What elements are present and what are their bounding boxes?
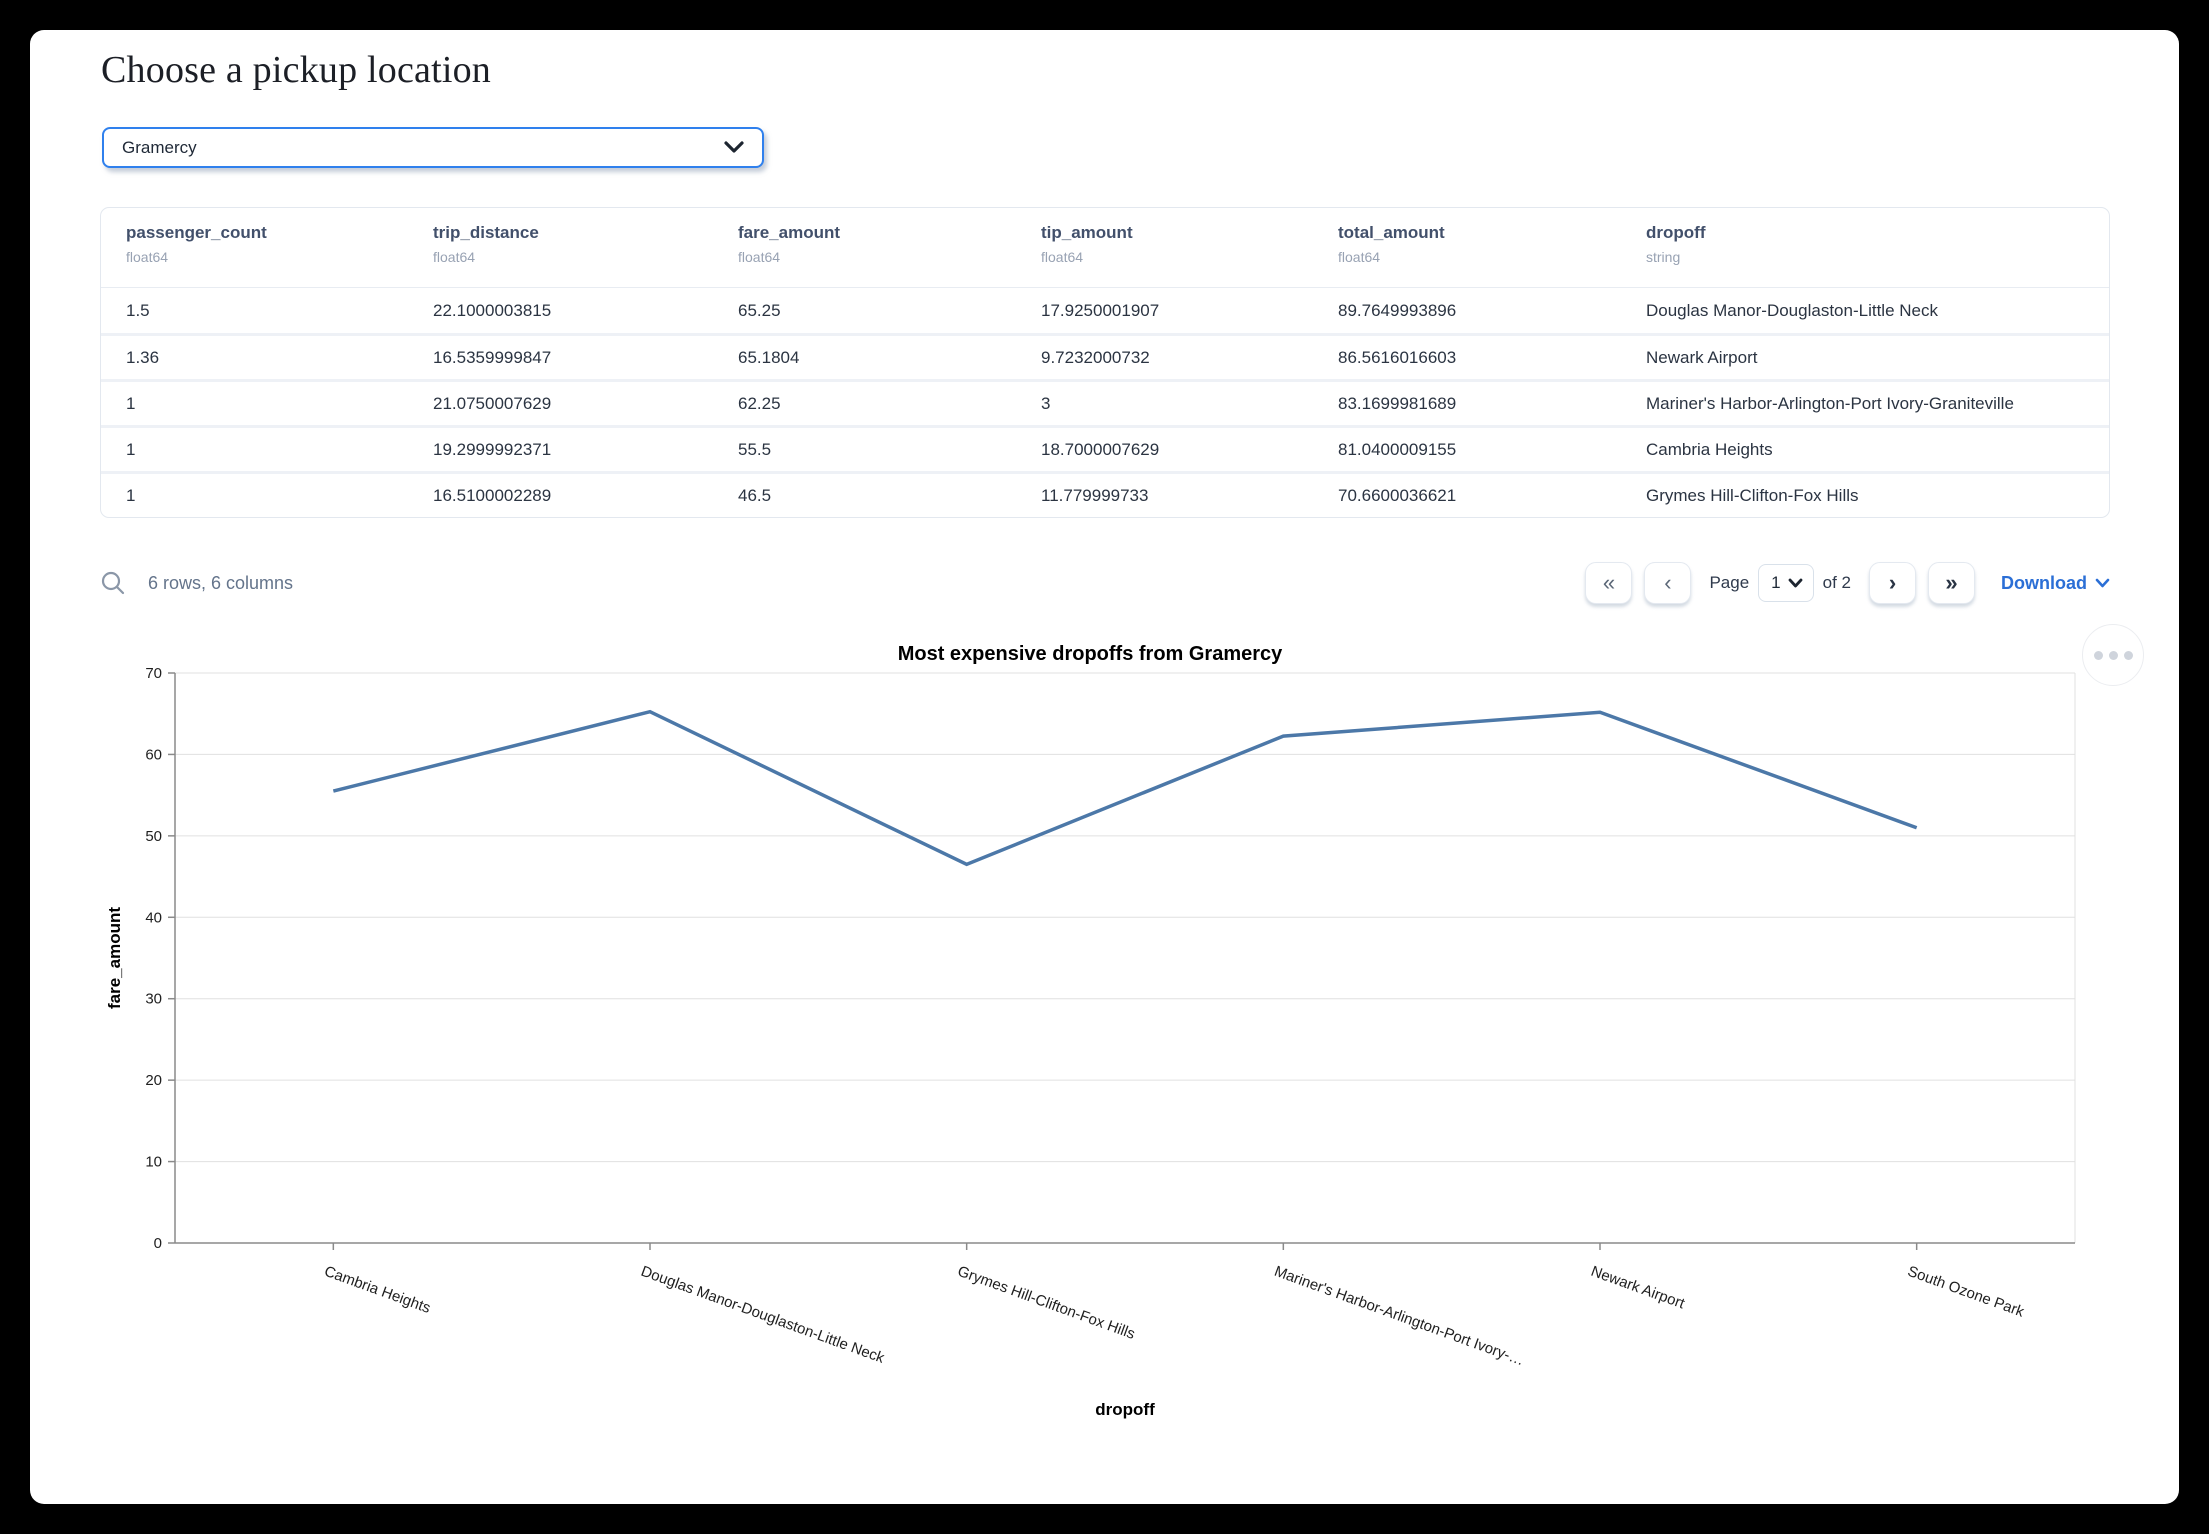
table-cell: 11.779999733 (1041, 485, 1149, 505)
table-row: 1.5 22.1000003815 65.25 17.9250001907 89.764… (101, 287, 2109, 333)
chart-menu-button[interactable] (2082, 624, 2144, 686)
table-cell: 55.5 (738, 439, 772, 459)
table-cell: 1 (126, 485, 136, 505)
table-cell: 46.5 (738, 485, 772, 505)
dot-icon (2108, 650, 2118, 660)
table-cell: Newark Airport (1646, 347, 1758, 367)
x-tick-label: Grymes Hill-Clifton-Fox Hills (955, 1263, 1137, 1343)
column-type: string (1646, 249, 1681, 265)
download-label: Download (2001, 572, 2087, 593)
dot-icon (2123, 650, 2133, 660)
chevron-down-icon (724, 141, 744, 153)
table-cell: 86.5616016603 (1338, 347, 1457, 367)
table-cell: 17.9250001907 (1041, 300, 1160, 320)
table-cell: 81.0400009155 (1338, 439, 1457, 459)
table-cell: 22.1000003815 (433, 300, 552, 320)
table-header-cell-dropoff: dropoff string (1646, 223, 2109, 265)
fare-amount-line-chart: 0 10 20 30 40 50 60 70 Cambria Heights Douglas Ma… (105, 643, 2076, 1419)
table-cell: 1 (126, 439, 136, 459)
table-cell: 19.2999992371 (433, 439, 552, 459)
page-count-label: of 2 (1822, 573, 1851, 592)
table-cell: 1.36 (126, 347, 160, 367)
pickup-location-value: Gramercy (122, 137, 197, 157)
table-header-cell-fare_amount: fare_amount float64 (738, 223, 1041, 265)
y-tick-label: 70 (145, 665, 162, 682)
table-row: 1.36 16.5359999847 65.1804 9.7232000732 86.5… (101, 333, 2109, 379)
page-select-value: 1 (1771, 573, 1781, 592)
table-cell: 1.5 (126, 300, 150, 320)
chevron-down-icon (1788, 578, 1803, 588)
column-header[interactable]: fare_amount (738, 223, 841, 242)
row-column-summary: 6 rows, 6 columns (148, 572, 294, 593)
search-icon[interactable] (100, 570, 126, 596)
column-type: float64 (433, 249, 476, 265)
column-type: float64 (126, 249, 169, 265)
page-select[interactable]: 1 (1758, 564, 1814, 602)
chart-title: Most expensive dropoffs from Gramercy (898, 643, 1283, 665)
table-cell: 16.5100002289 (433, 485, 552, 505)
table-cell: 3 (1041, 393, 1051, 413)
column-header[interactable]: tip_amount (1041, 223, 1133, 242)
x-tick-label: Mariner's Harbor-Arlington-Port Ivory-… (1272, 1263, 1526, 1369)
table-cell: 83.1699981689 (1338, 393, 1457, 413)
table-cell: Cambria Heights (1646, 439, 1773, 459)
table-row: 1 21.0750007629 62.25 3 83.1699981689 Mariner… (101, 379, 2109, 425)
column-header[interactable]: trip_distance (433, 223, 539, 242)
table-cell: 9.7232000732 (1041, 347, 1150, 367)
y-tick-label: 20 (145, 1072, 162, 1089)
page-label: Page (1709, 573, 1750, 592)
pickup-location-select[interactable]: Gramercy (102, 127, 764, 168)
x-tick-label: Douglas Manor-Douglaston-Little Neck (639, 1263, 887, 1367)
table-cell: Mariner's Harbor-Arlington-Port Ivory-Gr… (1646, 393, 2014, 413)
table-cell: 21.0750007629 (433, 393, 552, 413)
y-tick-label: 40 (145, 909, 162, 926)
x-tick-label: South Ozone Park (1905, 1263, 2026, 1321)
table-cell: 18.7000007629 (1041, 439, 1160, 459)
y-tick-label: 50 (145, 828, 162, 845)
column-header[interactable]: total_amount (1338, 223, 1445, 242)
table-header-cell-trip_distance: trip_distance float64 (433, 223, 738, 265)
y-tick-label: 0 (154, 1235, 162, 1252)
table-footer: 6 rows, 6 columns « ‹ Page 1 of 2 › » Do… (100, 557, 2110, 609)
y-tick-label: 30 (145, 991, 162, 1008)
table-cell: 65.25 (738, 300, 781, 320)
first-page-button[interactable]: « (1585, 562, 1633, 604)
download-button[interactable]: Download (2001, 573, 2110, 594)
table-header-cell-tip_amount: tip_amount float64 (1041, 223, 1338, 265)
table-cell: 65.1804 (738, 347, 800, 367)
table-row: 1 19.2999992371 55.5 18.7000007629 81.040000… (101, 425, 2109, 471)
table-header-cell-passenger_count: passenger_count float64 (126, 223, 433, 265)
y-tick-label: 10 (145, 1154, 162, 1171)
table-cell: 62.25 (738, 393, 781, 413)
column-type: float64 (1041, 249, 1084, 265)
next-page-button[interactable]: › (1869, 562, 1916, 604)
y-tick-label: 60 (145, 746, 162, 763)
fare-line-series (332, 709, 1918, 867)
y-axis-title: fare_amount (105, 907, 124, 1009)
column-type: float64 (1338, 249, 1381, 265)
app-card: Choose a pickup location Gramercy passen… (30, 30, 2179, 1504)
table-cell: 89.7649993896 (1338, 300, 1457, 320)
x-tick-label: Newark Airport (1589, 1263, 1688, 1313)
table-cell: Douglas Manor-Douglaston-Little Neck (1646, 300, 1938, 320)
table-body: 1.5 22.1000003815 65.25 17.9250001907 89.764… (101, 287, 2109, 517)
table-row: 1 16.5100002289 46.5 11.779999733 70.6600036… (101, 471, 2109, 517)
x-tick-label: Cambria Heights (322, 1263, 433, 1317)
prev-page-button[interactable]: ‹ (1644, 562, 1692, 604)
page-title: Choose a pickup location (101, 49, 491, 91)
column-type: float64 (738, 249, 781, 265)
column-header[interactable]: dropoff (1646, 223, 1706, 242)
table-cell: 16.5359999847 (433, 347, 552, 367)
table-cell: Grymes Hill-Clifton-Fox Hills (1646, 485, 1859, 505)
dot-icon (2093, 650, 2103, 660)
chevron-down-icon (2095, 578, 2110, 588)
table-header-cell-total_amount: total_amount float64 (1338, 223, 1646, 265)
column-header[interactable]: passenger_count (126, 223, 267, 242)
table-cell: 70.6600036621 (1338, 485, 1457, 505)
x-axis-title: dropoff (1095, 1400, 1155, 1419)
table-cell: 1 (126, 393, 136, 413)
last-page-button[interactable]: » (1928, 562, 1975, 604)
